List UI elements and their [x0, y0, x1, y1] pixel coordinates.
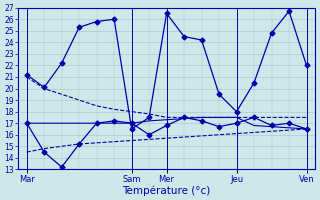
X-axis label: Température (°c): Température (°c): [123, 185, 211, 196]
